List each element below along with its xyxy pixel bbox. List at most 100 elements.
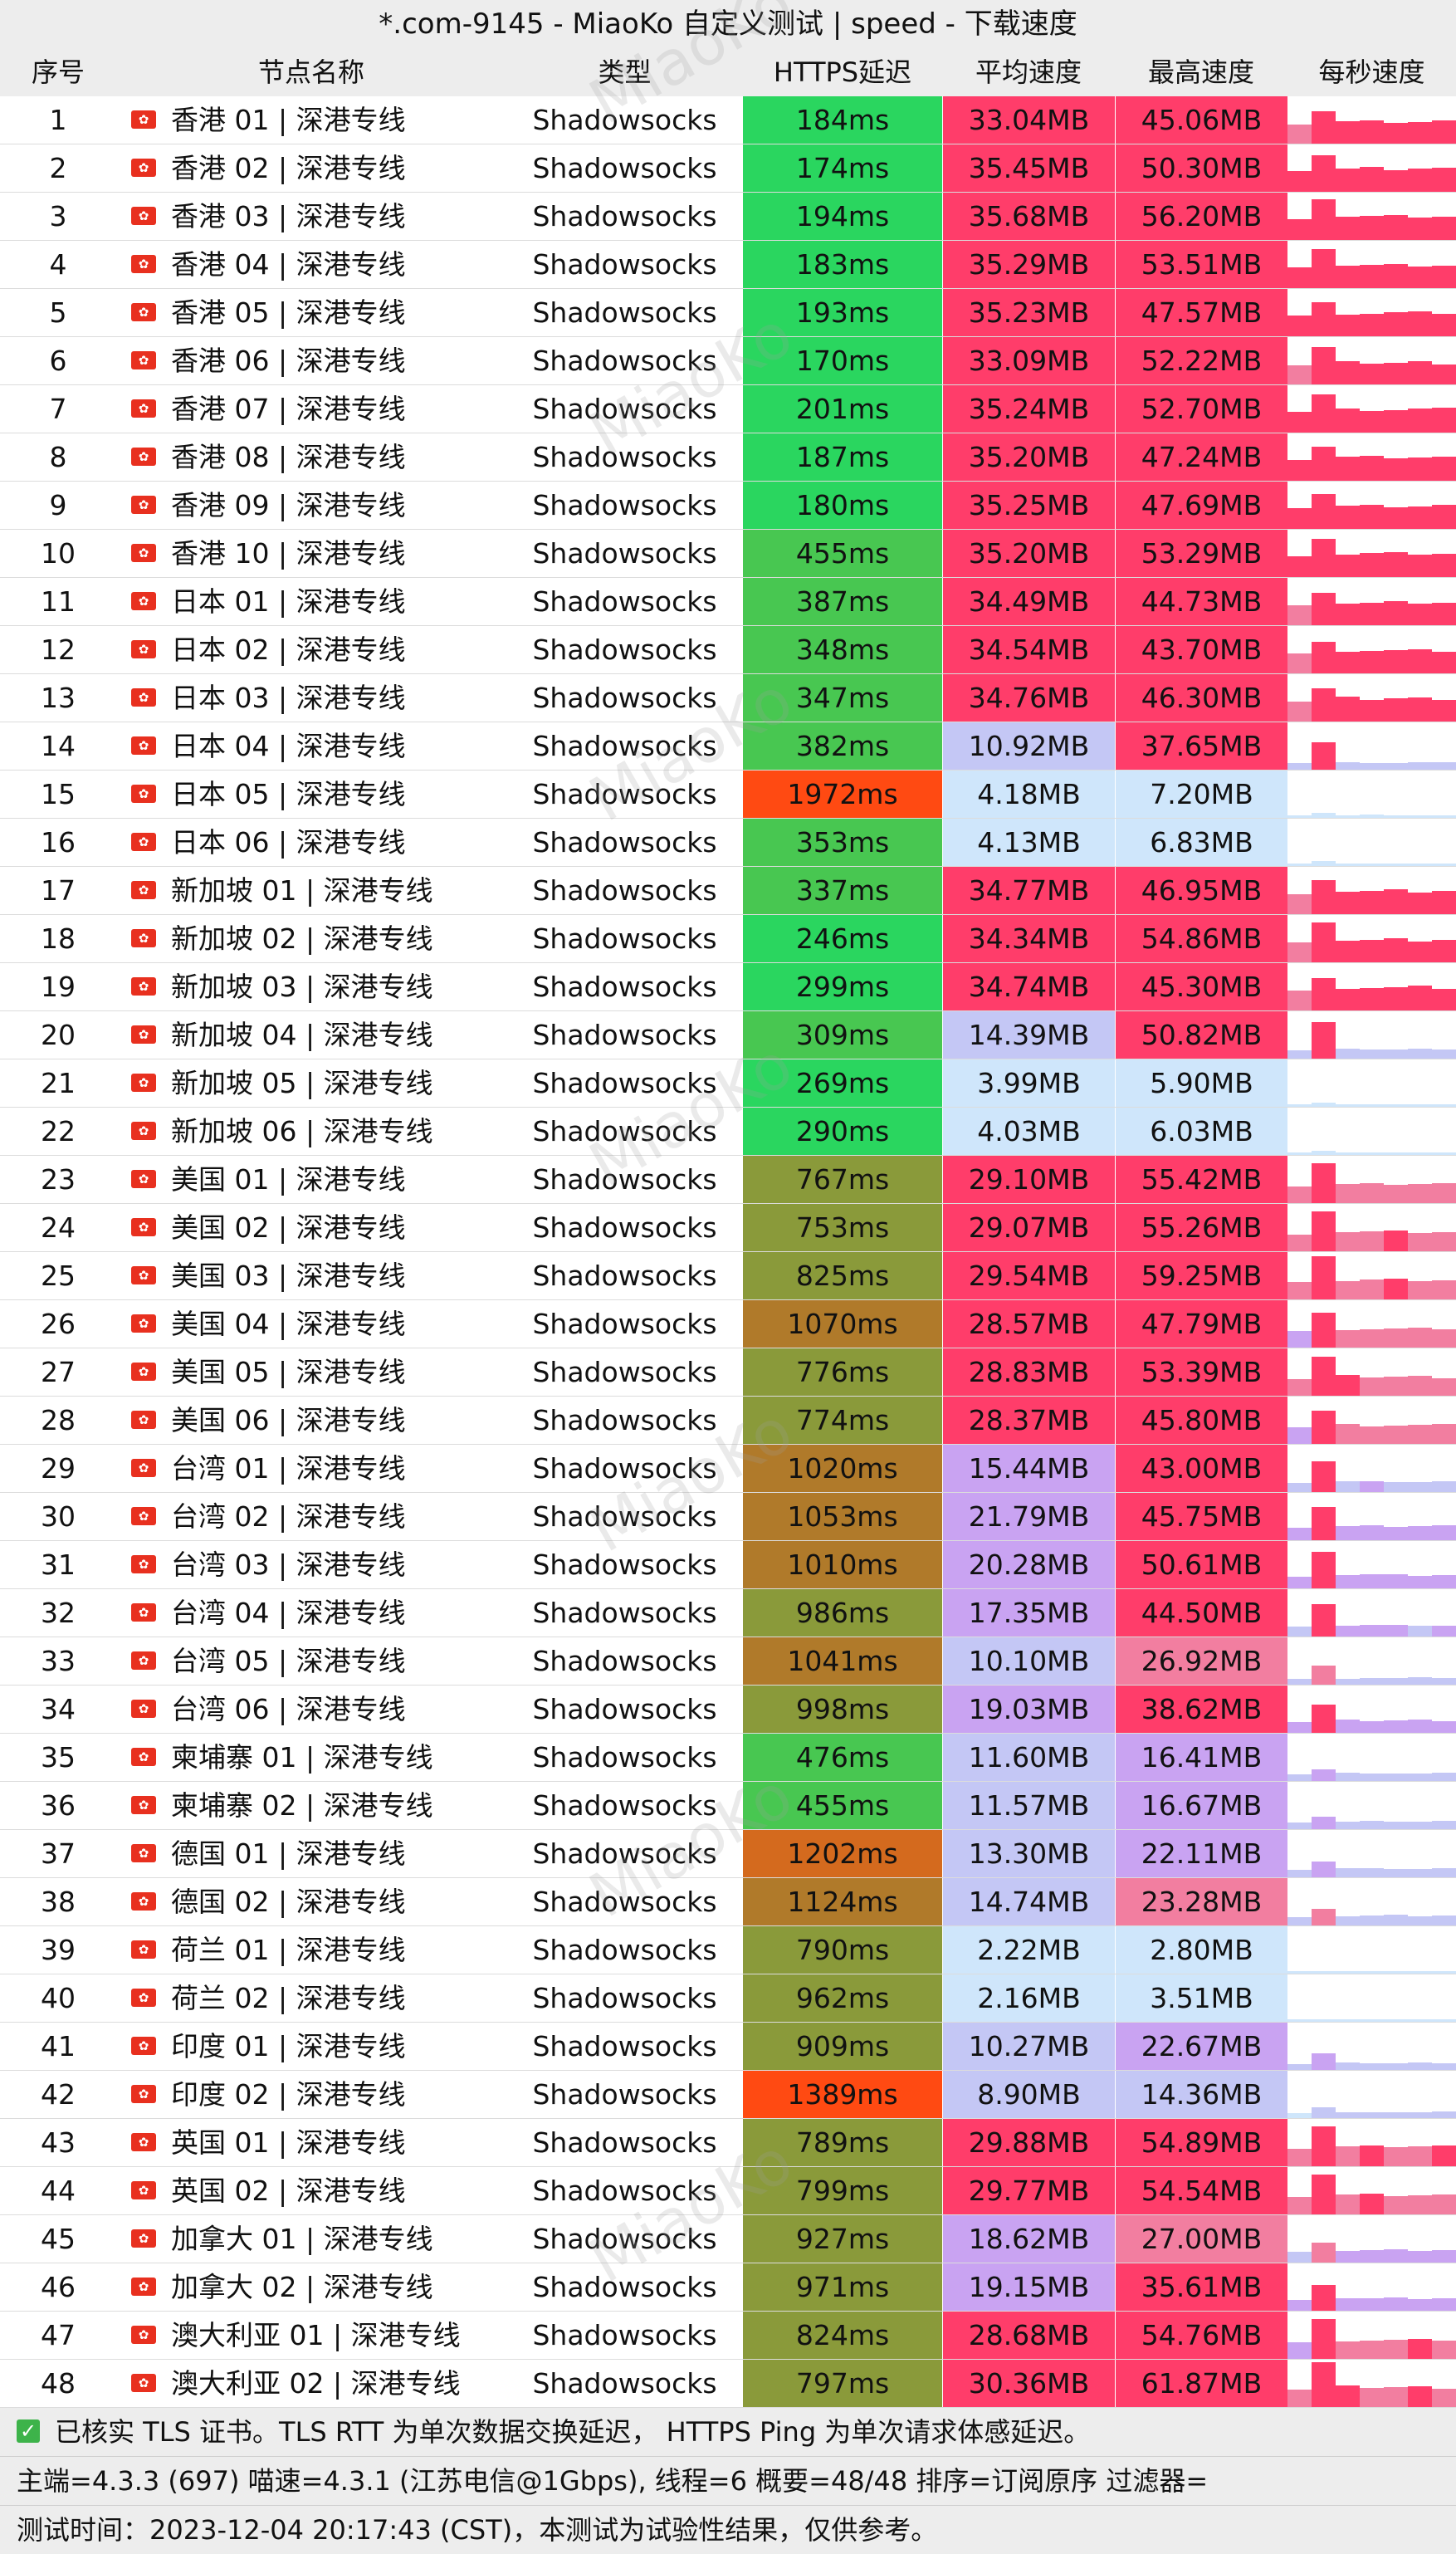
row-max-speed: 44.73MB bbox=[1115, 578, 1287, 625]
row-divider bbox=[0, 192, 1456, 193]
flag-icon: ✿ bbox=[131, 447, 156, 466]
row-latency: 998ms bbox=[743, 1686, 942, 1733]
speed-bar bbox=[1384, 1720, 1408, 1733]
node-name-text: 印度 02 | 深港专线 bbox=[171, 2078, 406, 2111]
row-node-name: ✿ 日本 03 | 深港专线 bbox=[131, 674, 506, 722]
row-max-speed: 54.76MB bbox=[1115, 2312, 1287, 2359]
node-name-text: 荷兰 01 | 深港专线 bbox=[171, 1934, 406, 1966]
row-type: Shadowsocks bbox=[532, 1693, 717, 1725]
row-latency: 455ms bbox=[743, 1782, 942, 1829]
speed-bar bbox=[1384, 763, 1408, 770]
row-latency: 180ms bbox=[743, 482, 942, 529]
speed-bar bbox=[1287, 1774, 1312, 1781]
speed-bar bbox=[1287, 864, 1312, 866]
speed-bar bbox=[1360, 1231, 1384, 1251]
row-avg-speed: 19.03MB bbox=[942, 1686, 1115, 1733]
speed-bar bbox=[1432, 1049, 1456, 1059]
header-max-speed: 最高速度 bbox=[1147, 56, 1254, 88]
row-avg-speed: 3.99MB bbox=[942, 1059, 1115, 1107]
speed-bar bbox=[1312, 1313, 1336, 1348]
speed-bar bbox=[1432, 1104, 1456, 1107]
row-latency: 767ms bbox=[743, 1156, 942, 1203]
row-index: 27 bbox=[41, 1356, 76, 1388]
speed-bar bbox=[1408, 1677, 1432, 1685]
speed-bar bbox=[1287, 1235, 1312, 1251]
speed-bar bbox=[1432, 940, 1456, 962]
speed-bar bbox=[1408, 1281, 1432, 1299]
row-max-speed: 3.51MB bbox=[1115, 1974, 1287, 2022]
row-divider bbox=[0, 1588, 1456, 1589]
speed-bar bbox=[1432, 1868, 1456, 1877]
speed-bar bbox=[1360, 2388, 1384, 2407]
row-latency: 986ms bbox=[743, 1589, 942, 1637]
row-node-name: ✿ 加拿大 01 | 深港专线 bbox=[131, 2215, 506, 2263]
flag-icon: ✿ bbox=[131, 2084, 156, 2103]
speed-bar bbox=[1432, 1481, 1456, 1492]
row-node-name: ✿ 德国 01 | 深港专线 bbox=[131, 1830, 506, 1877]
row-type: Shadowsocks bbox=[532, 778, 717, 810]
row-index: 30 bbox=[41, 1500, 76, 1533]
row-index: 11 bbox=[41, 585, 76, 618]
table-row: 35 ✿ 柬埔寨 01 | 深港专线 Shadowsocks 476ms 11.60MB 1… bbox=[0, 1734, 1456, 1782]
speed-bar bbox=[1287, 365, 1312, 384]
speed-bar bbox=[1287, 1528, 1312, 1540]
speed-bar bbox=[1360, 1821, 1384, 1829]
table-row: 32 ✿ 台湾 04 | 深港专线 Shadowsocks 986ms 17.35MB 44… bbox=[0, 1589, 1456, 1637]
speed-bar bbox=[1312, 1817, 1336, 1829]
row-node-name: ✿ 新加坡 02 | 深港专线 bbox=[131, 915, 506, 962]
speed-bar bbox=[1384, 215, 1408, 240]
per-second-speed-graph bbox=[1287, 1830, 1456, 1877]
footer-divider bbox=[0, 2505, 1456, 2506]
node-name-text: 香港 03 | 深港专线 bbox=[171, 200, 406, 232]
row-node-name: ✿ 美国 05 | 深港专线 bbox=[131, 1348, 506, 1396]
speed-bar bbox=[1384, 2297, 1408, 2311]
row-max-speed: 50.82MB bbox=[1115, 1011, 1287, 1059]
speed-bar bbox=[1432, 1183, 1456, 1203]
speed-bar bbox=[1336, 506, 1360, 529]
table-row: 27 ✿ 美国 05 | 深港专线 Shadowsocks 776ms 28.83MB 53… bbox=[0, 1348, 1456, 1397]
footer-divider bbox=[0, 2456, 1456, 2457]
row-avg-speed: 29.88MB bbox=[942, 2119, 1115, 2166]
per-second-speed-graph bbox=[1287, 1974, 1456, 2022]
per-second-speed-graph bbox=[1287, 530, 1456, 577]
row-max-speed: 46.30MB bbox=[1115, 674, 1287, 722]
speed-bar bbox=[1287, 653, 1312, 673]
row-node-name: ✿ 英国 02 | 深港专线 bbox=[131, 2167, 506, 2214]
row-max-speed: 22.11MB bbox=[1115, 1830, 1287, 1877]
speed-bar bbox=[1336, 217, 1360, 240]
row-max-speed: 43.00MB bbox=[1115, 1445, 1287, 1492]
speed-bar bbox=[1312, 861, 1336, 866]
speed-bar bbox=[1432, 1525, 1456, 1540]
speed-bar bbox=[1336, 1049, 1360, 1059]
speed-bar bbox=[1432, 652, 1456, 673]
row-avg-speed: 35.20MB bbox=[942, 433, 1115, 481]
row-latency: 455ms bbox=[743, 530, 942, 577]
row-avg-speed: 29.77MB bbox=[942, 2167, 1115, 2214]
row-latency: 1124ms bbox=[743, 1878, 942, 1925]
flag-icon: ✿ bbox=[131, 1988, 156, 2007]
row-type: Shadowsocks bbox=[532, 2078, 717, 2111]
check-icon: ✓ bbox=[17, 2419, 40, 2443]
speed-bar bbox=[1312, 1604, 1336, 1637]
row-latency: 1070ms bbox=[743, 1300, 942, 1348]
speed-bar bbox=[1312, 199, 1336, 240]
row-node-name: ✿ 台湾 03 | 深港专线 bbox=[131, 1541, 506, 1588]
row-divider bbox=[0, 2311, 1456, 2312]
per-second-speed-graph bbox=[1287, 2360, 1456, 2407]
row-divider bbox=[0, 577, 1456, 578]
flag-icon: ✿ bbox=[131, 591, 156, 610]
row-latency: 824ms bbox=[743, 2312, 942, 2359]
row-node-name: ✿ 新加坡 04 | 深港专线 bbox=[131, 1011, 506, 1059]
speed-bar bbox=[1408, 1576, 1432, 1588]
speed-bar bbox=[1287, 1379, 1312, 1396]
speed-bar bbox=[1432, 217, 1456, 240]
row-divider bbox=[0, 2407, 1456, 2408]
speed-bar bbox=[1360, 864, 1384, 866]
speed-bar bbox=[1408, 409, 1432, 433]
speed-bar bbox=[1312, 742, 1336, 770]
speed-bar bbox=[1384, 1822, 1408, 1829]
speed-bar bbox=[1312, 1461, 1336, 1492]
row-type: Shadowsocks bbox=[532, 730, 717, 762]
per-second-speed-graph bbox=[1287, 193, 1456, 240]
footer-line2: 主端=4.3.3 (697) 喵速=4.3.1 (江苏电信@1Gbps), 线程… bbox=[17, 2465, 1209, 2497]
